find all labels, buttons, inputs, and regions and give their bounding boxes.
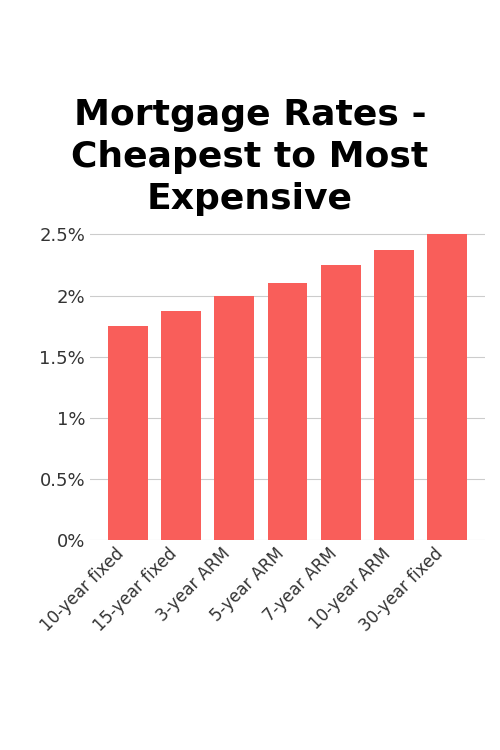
Bar <box>320 265 360 540</box>
Bar <box>214 296 254 540</box>
Bar <box>268 284 308 540</box>
Bar <box>161 310 201 540</box>
Bar <box>108 326 148 540</box>
Text: Mortgage Rates -
Cheapest to Most
Expensive: Mortgage Rates - Cheapest to Most Expens… <box>72 98 428 216</box>
Bar <box>374 250 414 540</box>
Bar <box>427 235 467 540</box>
